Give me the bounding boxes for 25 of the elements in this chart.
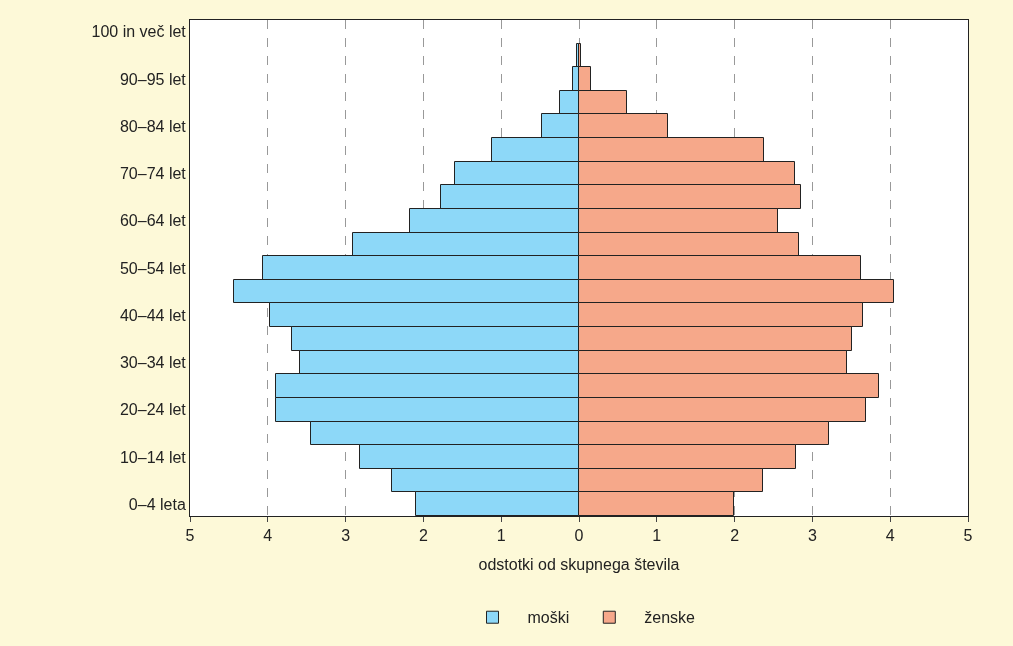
y-tick-label: 10–14 let [119, 448, 187, 466]
x-tick-label: 3 [341, 527, 351, 545]
y-tick-label: 30–34 let [119, 354, 187, 372]
y-tick-label: 50–54 let [119, 259, 187, 277]
x-tick-label: 4 [263, 527, 273, 545]
y-tick-label: 70–74 let [119, 165, 187, 183]
legend-label: ženske [644, 609, 696, 627]
x-tick-label: 5 [963, 527, 973, 545]
x-tick-label: 1 [652, 527, 662, 545]
x-tick-label: 5 [185, 527, 195, 545]
y-tick-label: 90–95 let [119, 70, 187, 88]
x-tick-label: 2 [418, 527, 428, 545]
x-tick-label: 2 [730, 527, 740, 545]
y-tick-label: 60–64 let [119, 212, 187, 230]
y-tick-label: 20–24 let [119, 401, 187, 419]
y-tick-label: 40–44 let [119, 306, 187, 324]
x-tick-label: 0 [574, 527, 584, 545]
y-tick-label: 100 in več let [91, 23, 187, 41]
legend-label: moški [527, 609, 570, 627]
x-tick-label: 1 [496, 527, 506, 545]
x-tick-label: 4 [885, 527, 895, 545]
x-axis-title: odstotki od skupnega števila [478, 555, 680, 573]
y-tick-label: 80–84 let [119, 117, 187, 135]
y-tick-label: 0–4 leta [128, 495, 186, 513]
x-tick-label: 3 [807, 527, 817, 545]
